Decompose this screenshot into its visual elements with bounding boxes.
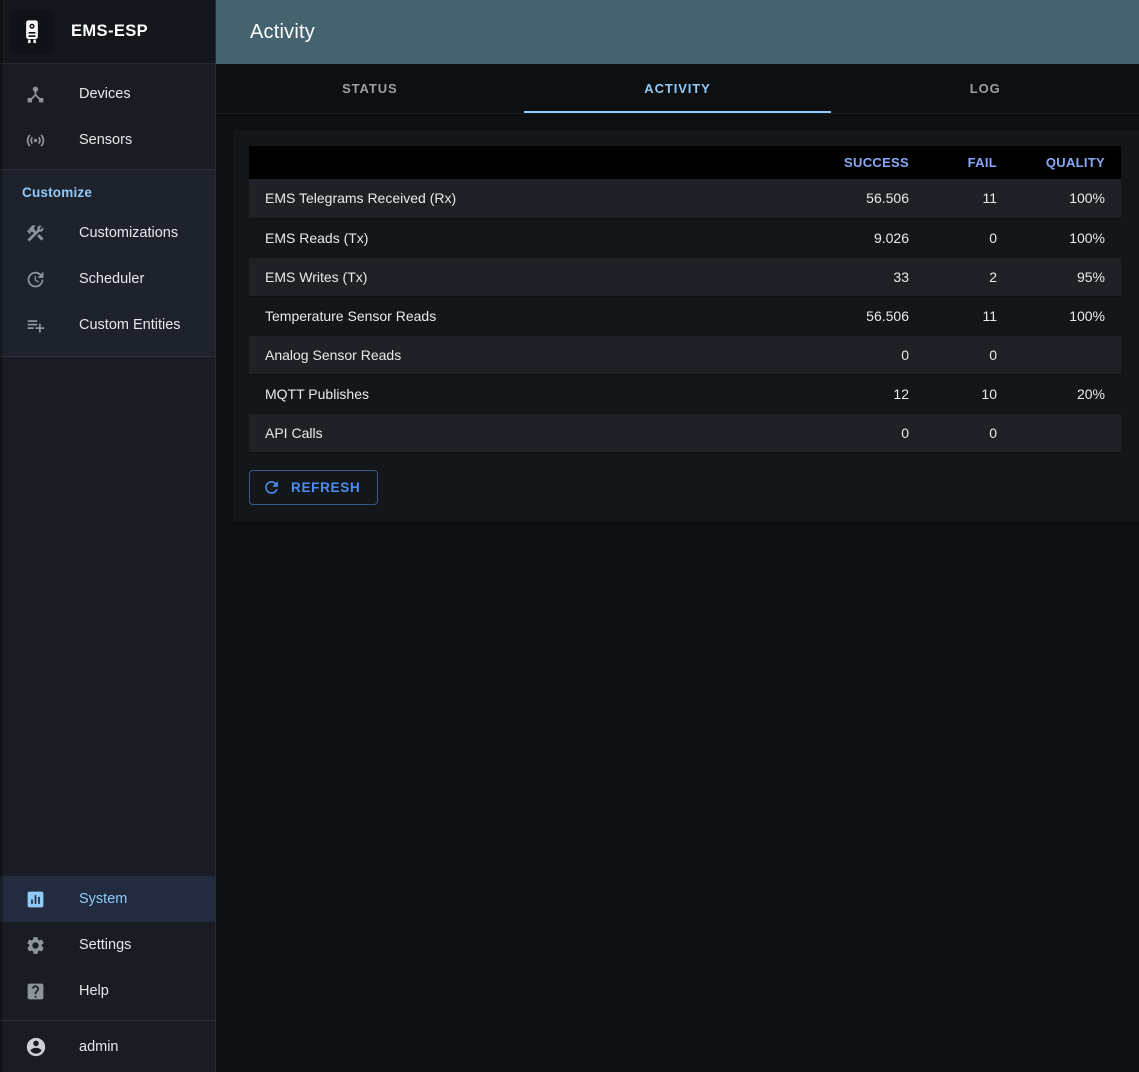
fail-value: 11 xyxy=(982,190,997,207)
fail-value: 0 xyxy=(989,346,997,363)
bar-chart-icon xyxy=(25,889,46,910)
sidebar-main-nav: Devices Sensors xyxy=(0,64,215,169)
device-hub-icon xyxy=(25,84,46,105)
metric-name: Temperature Sensor Reads xyxy=(265,307,437,324)
metric-name: EMS Reads (Tx) xyxy=(265,229,369,246)
table-row: MQTT Publishes 12 10 20% xyxy=(249,374,1121,413)
sidebar-header: EMS-ESP xyxy=(0,0,215,64)
sidebar-item-label: Settings xyxy=(79,937,132,953)
table-row: EMS Telegrams Received (Rx) 56.506 11 10… xyxy=(249,179,1121,218)
column-header-fail: FAIL xyxy=(925,146,1013,179)
metric-name: EMS Telegrams Received (Rx) xyxy=(265,190,457,207)
quality-value: 95% xyxy=(1076,268,1105,285)
tab-log[interactable]: LOG xyxy=(969,81,1001,96)
table-row: Analog Sensor Reads 0 0 xyxy=(249,335,1121,374)
sidebar-item-devices[interactable]: Devices xyxy=(0,71,215,117)
app-title: EMS-ESP xyxy=(71,22,149,40)
column-header-quality: QUALITY xyxy=(1013,146,1121,179)
main-content: Activity STATUS ACTIVITY LOG SUCCESS FAI… xyxy=(216,0,1139,1072)
construction-icon xyxy=(25,223,46,244)
table-row: API Calls 0 0 xyxy=(249,413,1121,452)
success-value: 9.026 xyxy=(873,229,909,246)
sidebar-item-system[interactable]: System xyxy=(0,876,215,922)
success-value: 33 xyxy=(893,268,909,285)
sidebar-item-customizations[interactable]: Customizations xyxy=(0,210,215,256)
fail-value: 11 xyxy=(982,307,997,324)
boiler-device-icon xyxy=(26,19,38,43)
table-row: Temperature Sensor Reads 56.506 11 100% xyxy=(249,296,1121,335)
help-icon xyxy=(25,981,46,1002)
refresh-button-label: REFRESH xyxy=(291,479,361,495)
activity-panel: SUCCESS FAIL QUALITY EMS Telegrams Recei… xyxy=(233,130,1139,521)
sidebar-item-label: Help xyxy=(79,983,109,999)
success-value: 56.506 xyxy=(866,190,909,207)
sidebar-bottom-nav: System Settings Help xyxy=(0,869,215,1020)
sidebar-item-settings[interactable]: Settings xyxy=(0,922,215,968)
sidebar-item-help[interactable]: Help xyxy=(0,968,215,1014)
success-value: 0 xyxy=(901,424,909,441)
quality-value: 20% xyxy=(1076,385,1105,402)
quality-value: 100% xyxy=(1069,307,1105,324)
table-row: EMS Writes (Tx) 33 2 95% xyxy=(249,257,1121,296)
sidebar-item-label: Sensors xyxy=(79,132,133,148)
user-name: admin xyxy=(79,1038,119,1055)
sidebar-spacer xyxy=(0,357,215,869)
sidebar-item-custom-entities[interactable]: Custom Entities xyxy=(0,302,215,348)
fail-value: 2 xyxy=(989,268,997,285)
metric-name: MQTT Publishes xyxy=(265,385,369,402)
sidebar-item-sensors[interactable]: Sensors xyxy=(0,117,215,163)
scheduler-clock-icon xyxy=(25,269,46,290)
tab-activity[interactable]: ACTIVITY xyxy=(523,64,832,113)
fail-value: 10 xyxy=(981,385,997,402)
quality-value: 100% xyxy=(1069,190,1105,207)
customize-section-label: Customize xyxy=(22,185,93,200)
refresh-icon xyxy=(262,478,281,497)
tab-bar: STATUS ACTIVITY LOG xyxy=(216,64,1139,114)
sidebar-item-scheduler[interactable]: Scheduler xyxy=(0,256,215,302)
sidebar-item-label: Scheduler xyxy=(79,271,145,287)
column-header-metric xyxy=(249,146,805,179)
sidebar-item-label: Custom Entities xyxy=(79,317,181,333)
sidebar-item-label: Devices xyxy=(79,86,131,102)
sidebar-scrollbar[interactable] xyxy=(0,0,4,1072)
metric-name: API Calls xyxy=(265,424,323,441)
account-circle-icon xyxy=(25,1036,47,1058)
activity-table: SUCCESS FAIL QUALITY EMS Telegrams Recei… xyxy=(249,146,1121,453)
sidebar: EMS-ESP Devices Sensors Customize xyxy=(0,0,216,1072)
sidebar-customize-group: Customize Customizations Scheduler Custo… xyxy=(0,169,215,357)
success-value: 12 xyxy=(893,385,909,402)
quality-value xyxy=(1013,413,1121,452)
success-value: 0 xyxy=(901,346,909,363)
quality-value xyxy=(1013,335,1121,374)
table-row: EMS Reads (Tx) 9.026 0 100% xyxy=(249,218,1121,257)
playlist-add-icon xyxy=(25,315,46,336)
fail-value: 0 xyxy=(989,424,997,441)
refresh-button[interactable]: REFRESH xyxy=(249,469,379,505)
sidebar-user[interactable]: admin xyxy=(0,1020,215,1072)
page-title: Activity xyxy=(250,20,315,43)
sensors-icon xyxy=(25,130,46,151)
gear-icon xyxy=(25,935,46,956)
quality-value: 100% xyxy=(1069,229,1105,246)
column-header-success: SUCCESS xyxy=(805,146,925,179)
sidebar-item-label: System xyxy=(79,891,128,907)
fail-value: 0 xyxy=(989,229,997,246)
sidebar-item-label: Customizations xyxy=(79,225,179,241)
metric-name: Analog Sensor Reads xyxy=(265,346,402,363)
ems-esp-logo xyxy=(10,9,54,54)
metric-name: EMS Writes (Tx) xyxy=(265,268,368,285)
success-value: 56.506 xyxy=(866,307,909,324)
tab-status[interactable]: STATUS xyxy=(342,81,398,96)
topbar: Activity xyxy=(216,0,1139,64)
table-header-row: SUCCESS FAIL QUALITY xyxy=(249,146,1121,179)
